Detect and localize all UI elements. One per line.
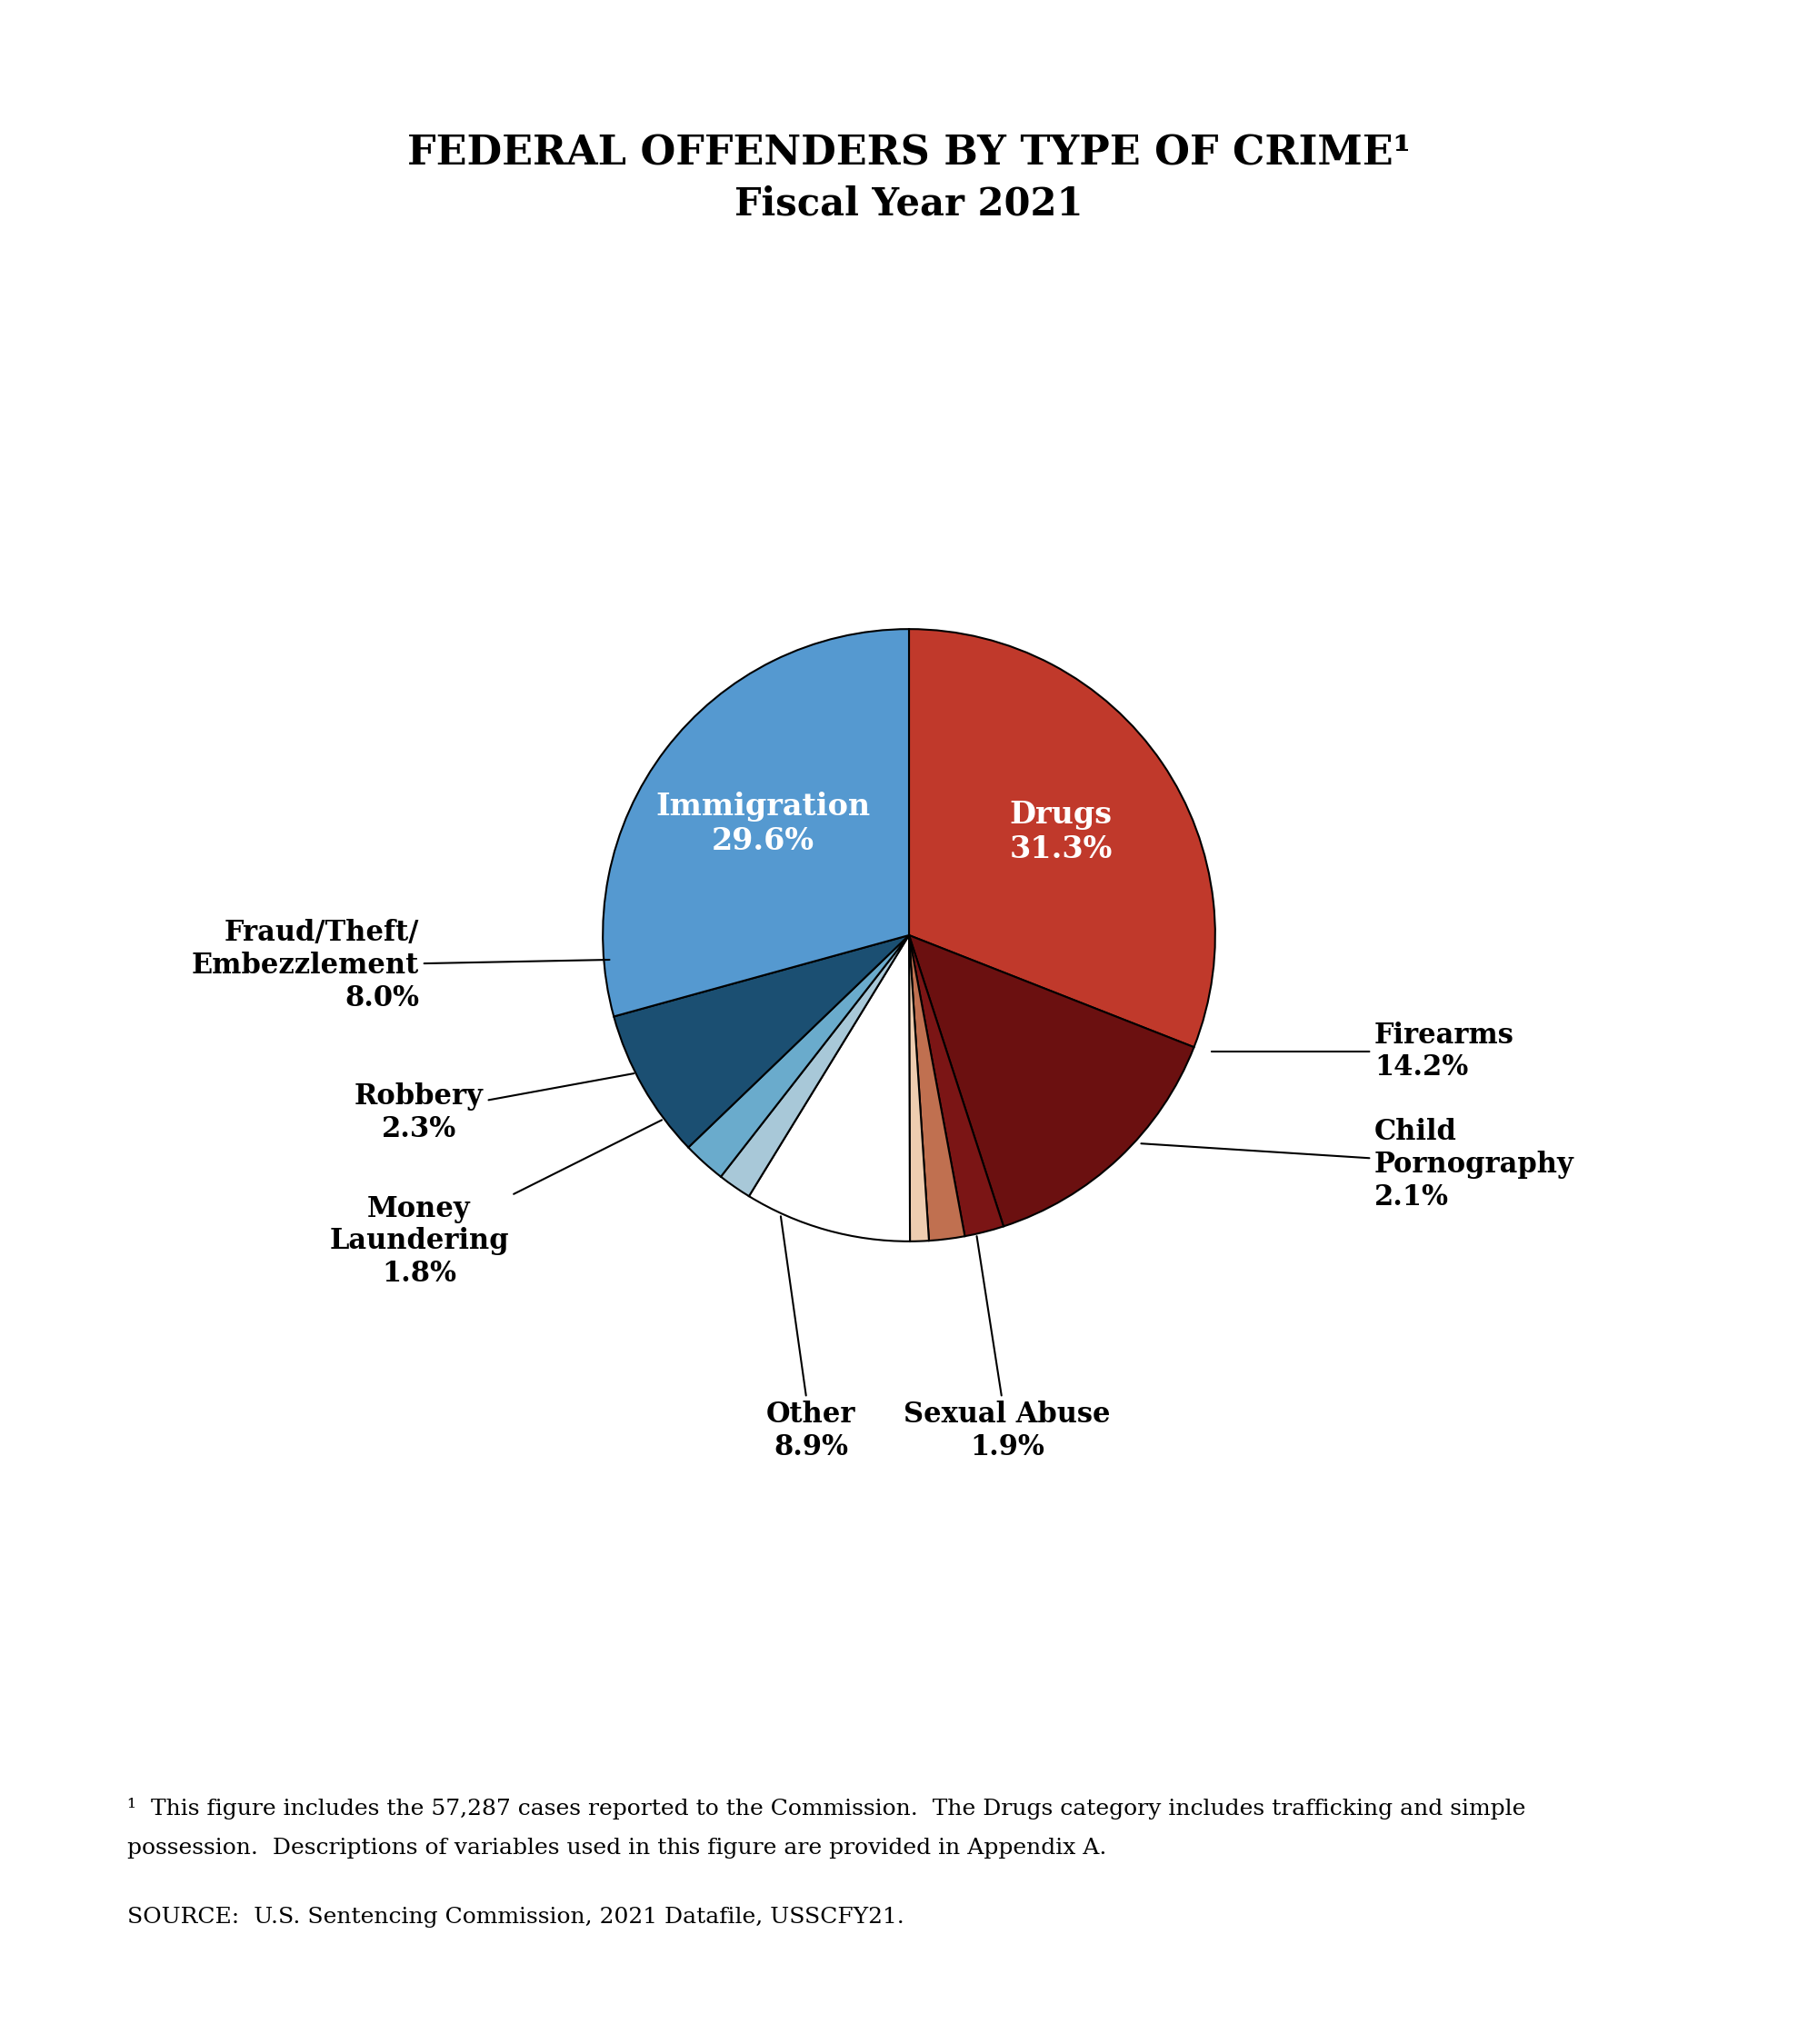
Text: Robbery
2.3%: Robbery 2.3% [355, 1073, 634, 1143]
Text: ¹  This figure includes the 57,287 cases reported to the Commission.  The Drugs : ¹ This figure includes the 57,287 cases … [127, 1799, 1525, 1819]
Text: Fiscal Year 2021: Fiscal Year 2021 [734, 186, 1084, 223]
Wedge shape [909, 936, 1004, 1237]
Wedge shape [749, 936, 911, 1241]
Text: Money
Laundering
1.8%: Money Laundering 1.8% [329, 1120, 662, 1288]
Text: Sexual Abuse
1.9%: Sexual Abuse 1.9% [904, 1237, 1111, 1461]
Text: Immigration
29.6%: Immigration 29.6% [656, 791, 871, 856]
Wedge shape [909, 936, 965, 1241]
Text: possession.  Descriptions of variables used in this figure are provided in Appen: possession. Descriptions of variables us… [127, 1838, 1107, 1858]
Wedge shape [909, 630, 1214, 1047]
Text: Drugs
31.3%: Drugs 31.3% [1009, 799, 1113, 865]
Wedge shape [689, 936, 909, 1177]
Wedge shape [720, 936, 909, 1196]
Text: Firearms
14.2%: Firearms 14.2% [1211, 1022, 1514, 1081]
Text: SOURCE:  U.S. Sentencing Commission, 2021 Datafile, USSCFY21.: SOURCE: U.S. Sentencing Commission, 2021… [127, 1907, 904, 1927]
Text: Other
8.9%: Other 8.9% [765, 1216, 856, 1461]
Wedge shape [614, 936, 909, 1147]
Wedge shape [909, 936, 1194, 1226]
Wedge shape [604, 630, 909, 1016]
Text: FEDERAL OFFENDERS BY TYPE OF CRIME¹: FEDERAL OFFENDERS BY TYPE OF CRIME¹ [407, 133, 1411, 174]
Text: Child
Pornography
2.1%: Child Pornography 2.1% [1142, 1118, 1574, 1212]
Text: Fraud/Theft/
Embezzlement
8.0%: Fraud/Theft/ Embezzlement 8.0% [191, 920, 609, 1012]
Wedge shape [909, 936, 929, 1241]
